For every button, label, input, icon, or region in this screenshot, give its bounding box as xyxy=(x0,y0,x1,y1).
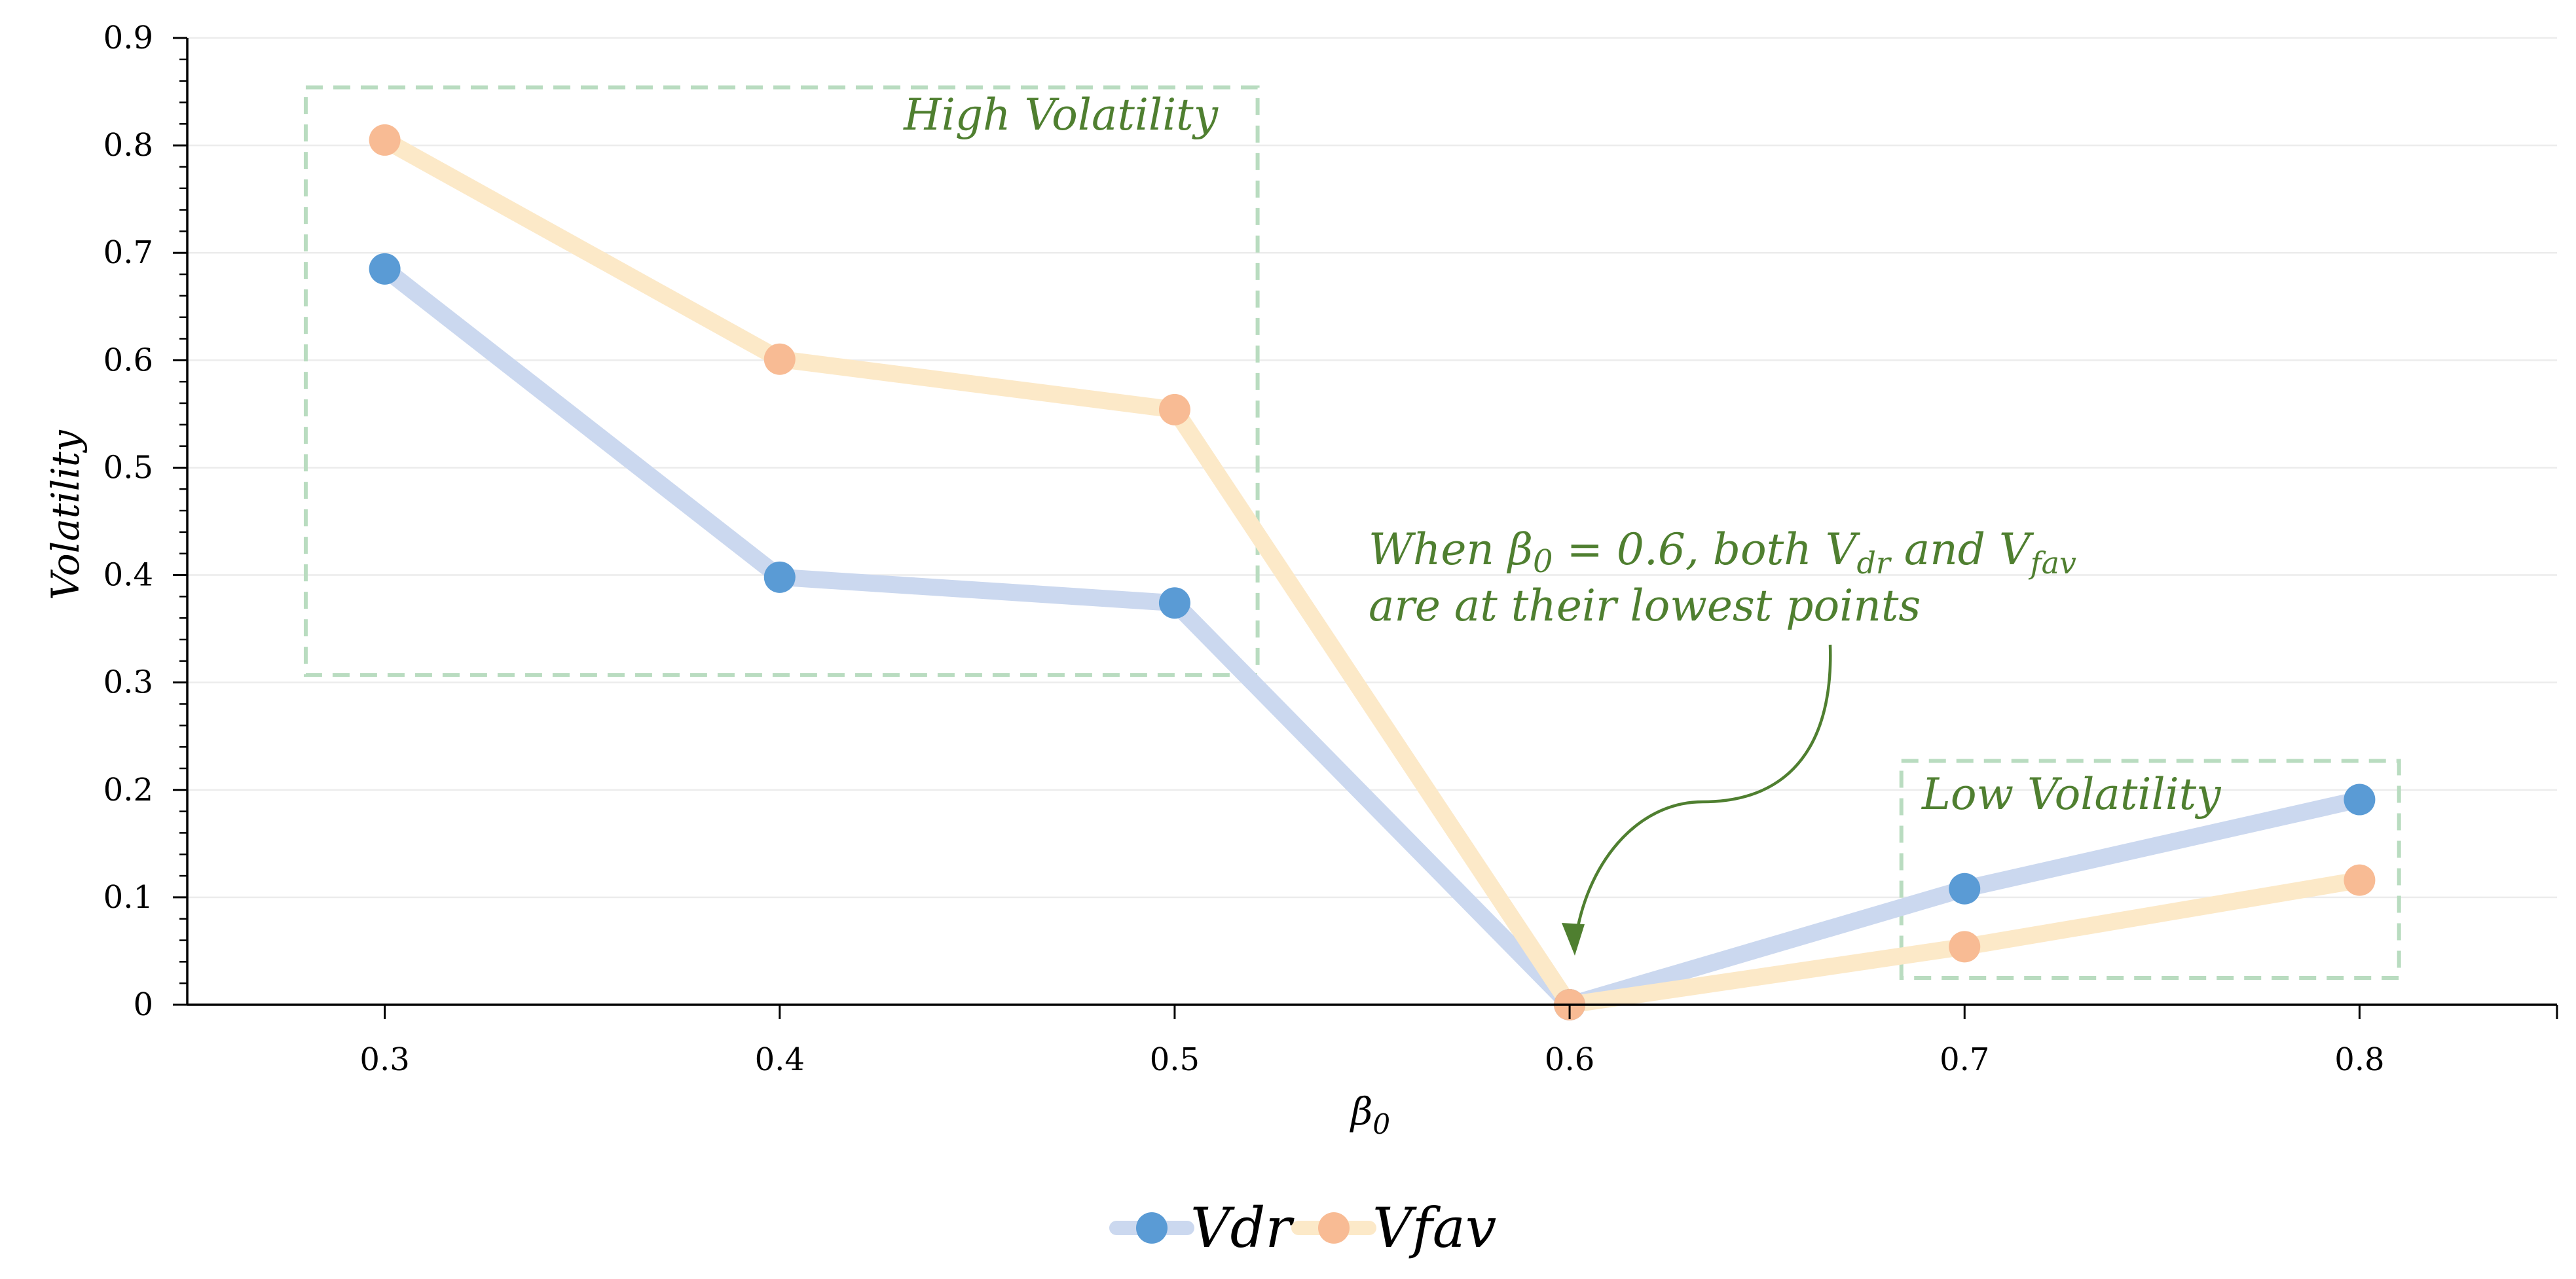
y-tick-label: 0.1 xyxy=(103,879,153,916)
y-tick-label: 0.4 xyxy=(103,557,153,594)
data-point-vdr xyxy=(2344,784,2376,816)
annotation-boxes xyxy=(303,85,2401,980)
y-tick-label: 0.2 xyxy=(103,772,153,808)
x-tick-label: 0.4 xyxy=(755,1041,805,1078)
y-tick-label: 0.8 xyxy=(103,127,153,164)
data-point-vfav xyxy=(1949,931,1981,963)
x-axis-title-subscript: 0 xyxy=(1372,1108,1390,1140)
high-volatility-box xyxy=(303,85,1260,677)
gridlines xyxy=(187,37,2557,899)
legend-swatch-marker-vfav xyxy=(1318,1212,1350,1244)
x-tick-label: 0.7 xyxy=(1940,1041,1989,1078)
high-volatility-label: High Volatility xyxy=(903,90,1219,140)
callout-text-line2: are at their lowest points xyxy=(1369,581,1921,631)
series-lines xyxy=(376,131,2368,1013)
y-tick-label: 0.5 xyxy=(103,449,153,486)
callout-arrowhead xyxy=(1562,923,1585,956)
x-tick-label: 0.3 xyxy=(359,1041,409,1078)
data-point-vdr xyxy=(1949,873,1981,905)
x-tick-label: 0.5 xyxy=(1150,1041,1200,1078)
x-tick-label: 0.6 xyxy=(1545,1041,1594,1078)
legend-swatch-marker-vdr xyxy=(1136,1212,1168,1244)
data-point-vdr xyxy=(764,561,796,593)
y-tick-label: 0 xyxy=(133,986,153,1023)
data-point-vfav xyxy=(764,343,796,375)
x-axis-title: β0 xyxy=(1350,1089,1390,1140)
data-point-vdr xyxy=(369,253,401,285)
series-line-vdr xyxy=(376,260,2368,1013)
data-point-vfav xyxy=(1158,393,1190,425)
callout-arrow xyxy=(1573,644,1832,946)
data-point-vfav xyxy=(2344,864,2376,896)
x-axis-title-main: β xyxy=(1350,1089,1373,1134)
callout-text-line1: When β0 = 0.6, both Vdr and Vfav xyxy=(1369,524,2076,581)
legend-label-vdr: Vdr xyxy=(1190,1196,1295,1260)
y-axis-title: Volatility xyxy=(43,429,88,600)
y-tick-label: 0.9 xyxy=(103,20,153,56)
series-line-vfav xyxy=(376,131,2368,1013)
data-point-vdr xyxy=(1158,587,1190,619)
x-tick-label: 0.8 xyxy=(2334,1041,2384,1078)
legend-label-vfav: Vfav xyxy=(1372,1196,1496,1260)
y-tick-label: 0.3 xyxy=(103,664,153,701)
legend: Vdr Vfav xyxy=(1109,1196,1496,1260)
axes: 0 0.1 0.2 0.3 0.4 0.5 0.6 0.7 0.8 0.9 0.3 0.4 0.5 0.6… xyxy=(103,20,2558,1078)
low-volatility-label: Low Volatility xyxy=(1921,769,2221,820)
data-point-vfav xyxy=(369,124,401,156)
y-tick-label: 0.6 xyxy=(103,342,153,378)
low-volatility-box xyxy=(1899,759,2401,980)
y-tick-label: 0.7 xyxy=(103,234,153,271)
